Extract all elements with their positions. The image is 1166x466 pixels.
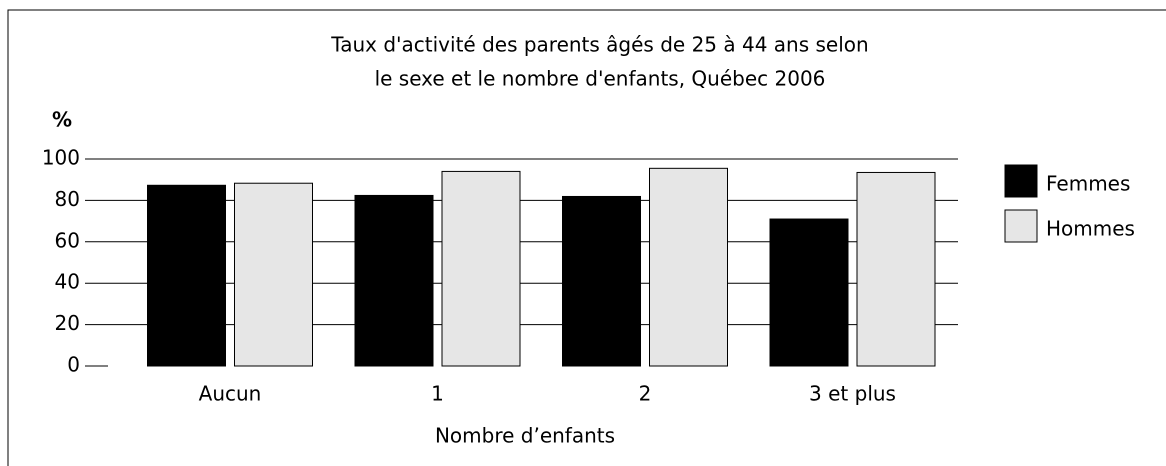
bar xyxy=(441,170,521,367)
legend-label: Femmes xyxy=(1046,172,1130,196)
y-tick-label: 0 xyxy=(67,353,80,377)
bar xyxy=(769,218,849,367)
legend-swatch xyxy=(1004,209,1038,243)
chart-title: le sexe et le nombre d'enfants, Québec 2… xyxy=(375,67,826,91)
x-tick-label: Aucun xyxy=(199,382,262,406)
legend-swatch xyxy=(1004,164,1038,198)
x-tick-label: 3 et plus xyxy=(809,382,896,406)
y-tick-label: 60 xyxy=(55,228,80,252)
y-tick-label: 20 xyxy=(55,311,80,335)
bar xyxy=(234,182,313,367)
y-axis-label: % xyxy=(52,108,72,132)
x-axis-label: Nombre d’enfants xyxy=(435,424,615,448)
bar xyxy=(856,171,936,367)
chart-title: Taux d'activité des parents âgés de 25 à… xyxy=(330,33,868,57)
y-tick-label: 80 xyxy=(55,187,80,211)
bar xyxy=(562,195,641,367)
bar xyxy=(649,167,728,367)
bar xyxy=(147,184,226,367)
bar xyxy=(354,194,434,367)
legend-label: Hommes xyxy=(1046,217,1135,241)
y-tick-label: 40 xyxy=(55,270,80,294)
frame xyxy=(7,9,1166,466)
x-tick-label: 2 xyxy=(639,382,652,406)
x-tick-label: 1 xyxy=(431,382,444,406)
y-tick-label: 100 xyxy=(42,146,80,170)
